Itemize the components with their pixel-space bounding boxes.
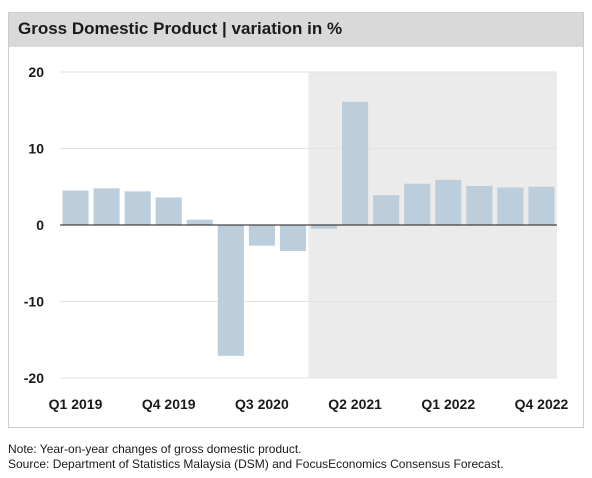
source-text: Source: Department of Statistics Malaysi…: [8, 457, 504, 471]
x-tick-label: Q4 2019: [142, 396, 196, 412]
bar-q2-2022: [466, 185, 493, 225]
bar-q4-2021: [404, 183, 431, 225]
bar-q3-2022: [497, 187, 524, 225]
bar-chart: 20 10 0 -10 -20 Q1 2019 Q4 2019 Q3 2020 Q2 2021 Q…: [24, 64, 569, 412]
y-tick-label: -10: [24, 294, 44, 310]
note-text: Note: Year-on-year changes of gross dome…: [8, 442, 302, 456]
x-tick-label: Q3 2020: [235, 396, 289, 412]
x-tick-label: Q1 2019: [49, 396, 103, 412]
y-tick-label: 0: [36, 217, 44, 233]
y-tick-label: 20: [28, 64, 44, 80]
x-tick-label: Q1 2022: [421, 396, 475, 412]
y-tick-label: 10: [28, 141, 44, 157]
bar-q2-2021: [342, 101, 369, 225]
x-tick-label: Q2 2021: [328, 396, 382, 412]
bar-q2-2020: [217, 225, 244, 356]
bar-q4-2020: [279, 225, 307, 252]
y-tick-label: -20: [24, 370, 44, 386]
bar-q1-2021: [310, 225, 338, 229]
chart-title: Gross Domestic Product | variation in %: [18, 19, 343, 38]
bar-q3-2020: [248, 225, 275, 246]
x-tick-label: Q4 2022: [515, 396, 569, 412]
bar-q4-2019: [155, 197, 182, 225]
notes: Note: Year-on-year changes of gross dome…: [8, 442, 504, 472]
bar-q4-2022: [528, 186, 555, 225]
bar-q1-2020: [186, 219, 213, 225]
bar-q2-2019: [93, 188, 120, 225]
bar-q1-2019: [62, 190, 89, 225]
bar-q3-2021: [373, 195, 400, 225]
bar-q1-2022: [435, 179, 462, 225]
title-bar: Gross Domestic Product | variation in %: [9, 13, 583, 47]
bar-q3-2019: [124, 191, 151, 225]
